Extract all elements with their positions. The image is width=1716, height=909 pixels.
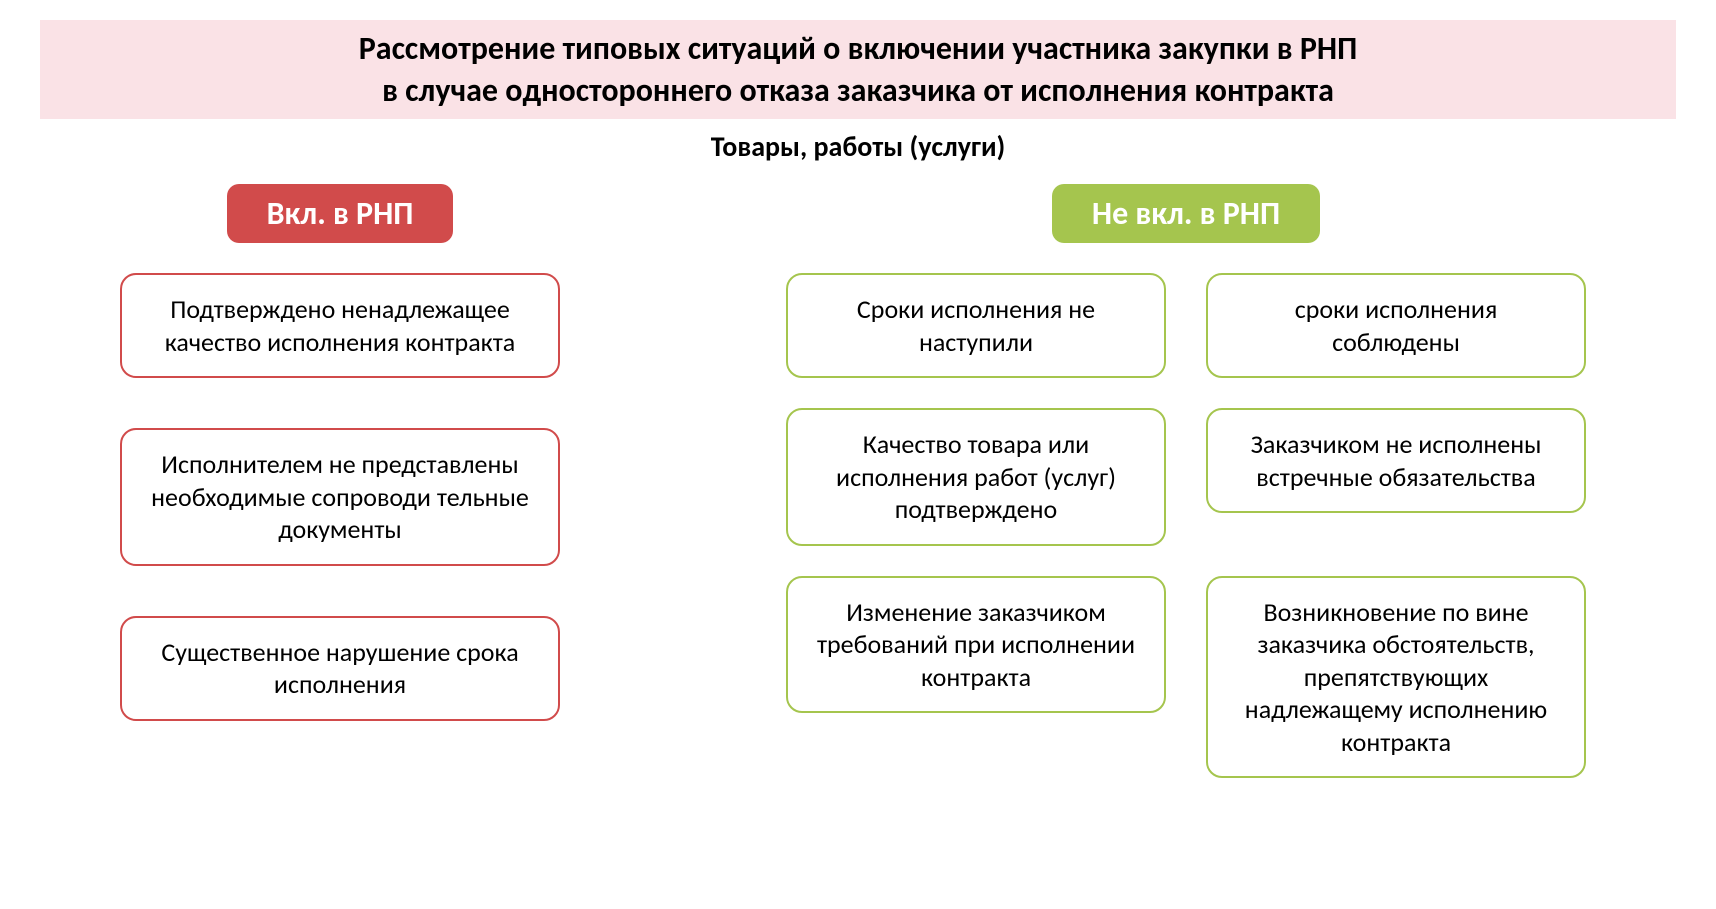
column-included: Вкл. в РНП Подтверждено ненадлежащее кач… (120, 184, 560, 778)
green-card-2: сроки исполнения соблюдены (1206, 273, 1586, 378)
green-card-1: Сроки исполнения не наступили (786, 273, 1166, 378)
columns: Вкл. в РНП Подтверждено ненадлежащее кач… (40, 184, 1676, 778)
green-grid: Сроки исполнения не наступили сроки испо… (786, 273, 1586, 778)
header-included: Вкл. в РНП (227, 184, 454, 243)
green-card-6: Возникновение по вине заказчика обстояте… (1206, 576, 1586, 779)
title-line-2: в случае одностороннего отказа заказчика… (60, 70, 1656, 112)
subtitle: Товары, работы (услуги) (40, 129, 1676, 164)
red-card-3: Существенное нарушение срока исполнения (120, 616, 560, 721)
green-card-3: Качество товара или исполнения работ (ус… (786, 408, 1166, 546)
column-not-included: Не вкл. в РНП Сроки исполнения не наступ… (776, 184, 1596, 778)
green-card-5: Изменение заказчиком требований при испо… (786, 576, 1166, 714)
title-bar: Рассмотрение типовых ситуаций о включени… (40, 20, 1676, 119)
title-line-1: Рассмотрение типовых ситуаций о включени… (60, 28, 1656, 70)
green-card-4: Заказчиком не исполнены встречные обязат… (1206, 408, 1586, 513)
red-card-1: Подтверждено ненадлежащее качество испол… (120, 273, 560, 378)
header-not-included: Не вкл. в РНП (1052, 184, 1320, 243)
red-card-2: Исполнителем не представлены необходимые… (120, 428, 560, 566)
